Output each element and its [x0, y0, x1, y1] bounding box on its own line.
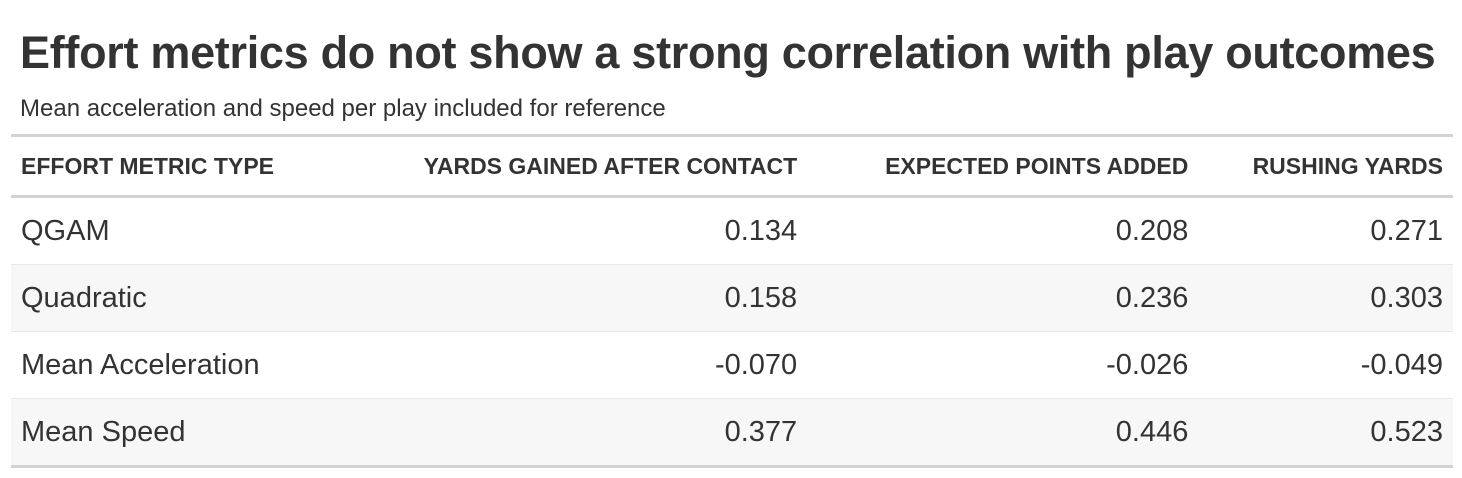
table-cell: -0.026 [807, 331, 1199, 399]
row-label: Quadratic [11, 264, 331, 332]
table-cell: 0.236 [807, 264, 1199, 332]
row-label: QGAM [21, 214, 110, 247]
table-body: QGAM 0.134 0.208 0.271 Quadratic 0.158 0… [11, 197, 1453, 467]
table-cell: 0.208 [1115, 214, 1189, 247]
table-cell: 0.523 [1198, 398, 1453, 467]
column-header-expected-points-added: EXPECTED POINTS ADDED [807, 135, 1199, 198]
table-cell: 0.134 [724, 214, 798, 247]
row-label: Mean Acceleration [11, 331, 331, 399]
table-header: EFFORT METRIC TYPE YARDS GAINED AFTER CO… [11, 135, 1453, 198]
table-cell: -0.070 [331, 331, 808, 399]
table-cell: 0.271 [1370, 214, 1443, 247]
table-cell: 0.377 [331, 398, 808, 467]
table-cell: 0.303 [1198, 264, 1453, 332]
page-title: Effort metrics do not show a strong corr… [20, 27, 1436, 78]
table-row: QGAM 0.134 0.208 0.271 [11, 197, 1453, 265]
header-row: EFFORT METRIC TYPE YARDS GAINED AFTER CO… [11, 135, 1453, 198]
row-label: Mean Speed [11, 398, 331, 467]
page-subtitle: Mean acceleration and speed per play inc… [20, 95, 666, 122]
column-header-effort-metric-type: EFFORT METRIC TYPE [11, 135, 331, 198]
table-row: Mean Acceleration -0.070 -0.026 -0.049 [11, 331, 1453, 399]
table-cell: 0.158 [331, 264, 808, 332]
table-row: Mean Speed 0.377 0.446 0.523 [11, 398, 1453, 467]
column-header-yards-after-contact: YARDS GAINED AFTER CONTACT [331, 135, 808, 198]
column-header-rushing-yards: RUSHING YARDS [1198, 135, 1453, 198]
table-row: Quadratic 0.158 0.236 0.303 [11, 264, 1453, 332]
table-cell: 0.446 [807, 398, 1199, 467]
table-cell: -0.049 [1198, 331, 1453, 399]
correlation-table: EFFORT METRIC TYPE YARDS GAINED AFTER CO… [11, 134, 1453, 468]
